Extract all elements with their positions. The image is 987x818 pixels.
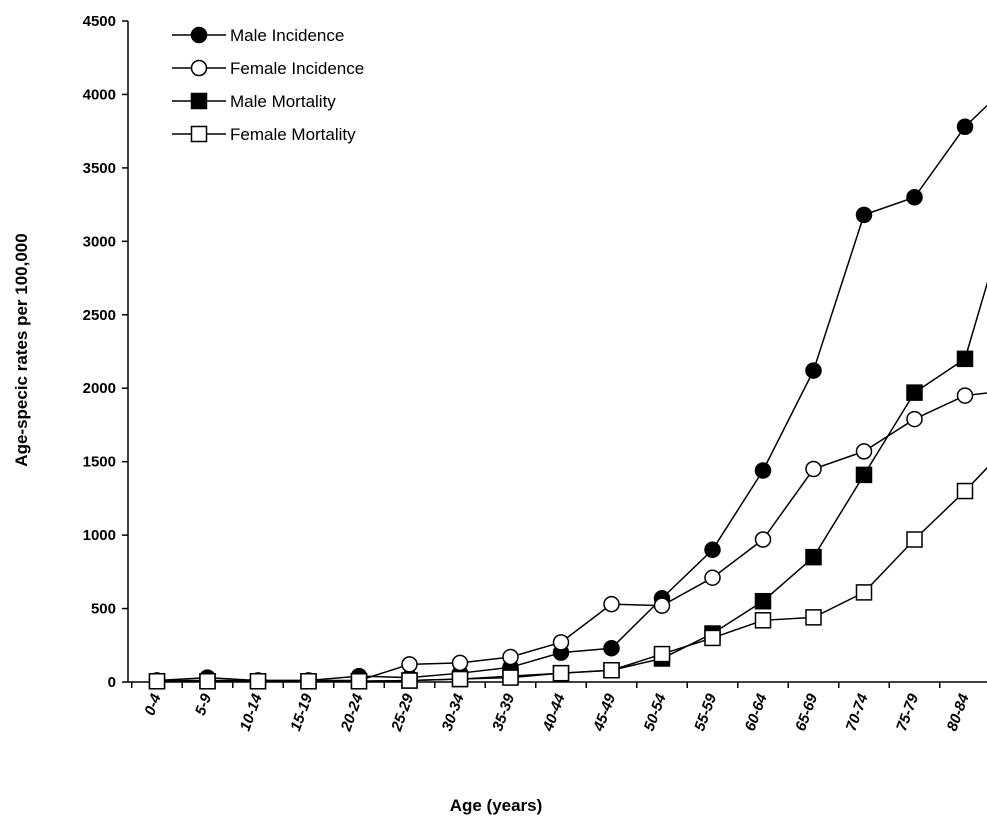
x-tick-label: 40-44 xyxy=(539,691,569,734)
series-female-mortality xyxy=(148,466,987,690)
data-point xyxy=(653,645,671,663)
data-point xyxy=(805,548,822,566)
data-point xyxy=(906,384,923,401)
series-line xyxy=(157,281,987,683)
data-point xyxy=(552,634,570,651)
data-point xyxy=(754,531,772,548)
legend-label: Male Incidence xyxy=(230,26,344,45)
data-point xyxy=(300,673,317,690)
data-point xyxy=(451,654,469,672)
data-point xyxy=(148,673,166,690)
data-point xyxy=(906,410,923,428)
data-point xyxy=(855,584,873,601)
legend-label: Male Mortality xyxy=(230,92,336,111)
data-point xyxy=(754,462,772,479)
x-tick-label: 75-79 xyxy=(893,691,922,733)
data-point xyxy=(754,592,772,610)
x-tick-label: 20-24 xyxy=(337,691,367,734)
x-tick-label: 80-84 xyxy=(944,691,973,733)
data-point xyxy=(350,673,368,690)
series-layer xyxy=(148,104,987,690)
y-tick-label: 1000 xyxy=(83,527,116,544)
data-point xyxy=(855,443,873,460)
legend-marker xyxy=(190,59,208,77)
x-tick-label: 35-39 xyxy=(489,691,518,733)
legend-entry: Female Mortality xyxy=(172,125,356,144)
data-point xyxy=(956,350,974,368)
data-point xyxy=(401,656,418,673)
data-point xyxy=(805,609,822,626)
x-tick-label: 0-4 xyxy=(141,691,165,718)
data-point xyxy=(502,669,519,686)
x-tick-label: 50-54 xyxy=(641,691,670,733)
legend-entry: Male Mortality xyxy=(172,92,336,111)
y-tick-label: 0 xyxy=(108,674,116,691)
y-tick-label: 2000 xyxy=(83,380,116,397)
data-point xyxy=(956,118,974,136)
data-point xyxy=(704,541,721,559)
x-tick-label: 70-74 xyxy=(843,691,872,733)
data-point xyxy=(754,612,772,629)
y-tick-label: 1500 xyxy=(83,454,116,471)
data-point xyxy=(855,466,873,484)
y-tick-label: 4500 xyxy=(83,13,116,30)
legend: Male Incidence Female Incidence Male Morta… xyxy=(172,26,364,144)
data-point xyxy=(805,460,822,478)
x-tick-label: 25-29 xyxy=(388,691,418,734)
legend-entry: Female Incidence xyxy=(172,59,364,78)
data-point xyxy=(401,672,418,689)
y-tick-label: 4000 xyxy=(83,86,116,103)
y-tick-label: 3500 xyxy=(83,160,116,177)
data-point xyxy=(603,595,620,613)
x-axis-title: Age (years) xyxy=(450,796,543,815)
data-point xyxy=(704,569,721,586)
x-tick-label: 45-49 xyxy=(590,691,620,734)
legend-marker xyxy=(190,92,208,110)
data-point xyxy=(653,597,671,614)
y-tick-label: 3000 xyxy=(83,233,116,250)
x-tick-label: 55-59 xyxy=(691,691,720,733)
data-point xyxy=(805,362,822,379)
data-point xyxy=(855,206,873,224)
x-tick-label: 15-19 xyxy=(287,691,316,733)
axes: 0 500 1000 1500 2000 2500 3000 3500 4000 4500 0-4 5… xyxy=(83,13,987,734)
legend-marker xyxy=(190,26,208,44)
series-line xyxy=(157,392,987,682)
x-tick-label: 30-34 xyxy=(439,691,468,733)
x-tick-label: 65-69 xyxy=(792,691,821,733)
legend-marker xyxy=(190,125,208,143)
data-point xyxy=(451,670,469,688)
y-tick-label: 2500 xyxy=(83,307,116,324)
data-point xyxy=(704,629,721,647)
data-point xyxy=(199,673,216,690)
data-point xyxy=(502,648,519,666)
y-axis-title: Age-specic rates per 100,000 xyxy=(12,233,31,466)
series-male-mortality xyxy=(148,281,987,690)
data-point xyxy=(906,189,923,206)
legend-label: Female Mortality xyxy=(230,125,356,144)
data-point xyxy=(906,531,923,548)
legend-entry: Male Incidence xyxy=(172,26,344,45)
x-tick-label: 10-14 xyxy=(237,691,266,733)
data-point xyxy=(956,482,974,500)
data-point xyxy=(956,387,974,404)
x-tick-label: 60-64 xyxy=(742,691,771,733)
data-point xyxy=(603,661,620,679)
data-point xyxy=(249,673,267,690)
legend-label: Female Incidence xyxy=(230,59,364,78)
y-tick-label: 500 xyxy=(91,601,116,618)
x-tick-label: 5-9 xyxy=(192,691,216,718)
series-female-incidence xyxy=(148,387,987,689)
data-point xyxy=(603,639,620,657)
series-line xyxy=(157,466,987,683)
data-point xyxy=(552,664,570,682)
